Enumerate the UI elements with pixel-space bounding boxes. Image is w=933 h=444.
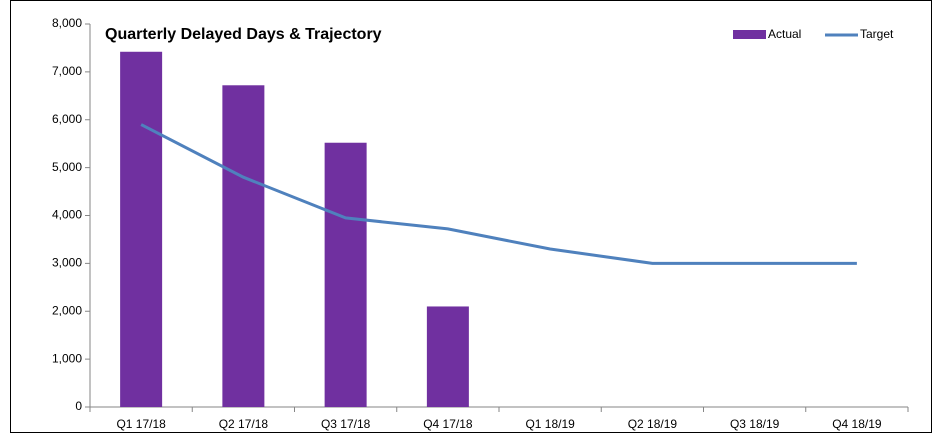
x-tick-label: Q4 18/19 [832,417,882,431]
y-tick-label: 7,000 [52,64,82,78]
x-tick-label: Q2 17/18 [219,417,269,431]
legend-label: Actual [768,27,801,41]
chart-border [10,0,932,433]
bar [222,85,265,407]
bar [120,51,163,408]
chart-title: Quarterly Delayed Days & Trajectory [105,26,382,43]
legend-swatch [733,30,766,39]
x-tick-label: Q3 17/18 [321,417,371,431]
y-tick-label: 1,000 [52,351,82,365]
y-tick-label: 6,000 [52,112,82,126]
x-tick-label: Q3 18/19 [730,417,780,431]
y-tick-label: 4,000 [52,208,82,222]
bar [324,142,367,408]
x-tick-label: Q1 17/18 [116,417,166,431]
x-tick-label: Q2 18/19 [628,417,678,431]
y-tick-label: 5,000 [52,160,82,174]
x-tick-label: Q1 18/19 [525,417,575,431]
legend-label: Target [860,27,894,41]
y-tick-label: 8,000 [52,16,82,30]
y-tick-label: 3,000 [52,256,82,270]
x-tick-label: Q4 17/18 [423,417,473,431]
bar [426,306,469,407]
y-tick-label: 2,000 [52,303,82,317]
line [140,123,857,265]
y-tick-label: 0 [75,399,82,413]
